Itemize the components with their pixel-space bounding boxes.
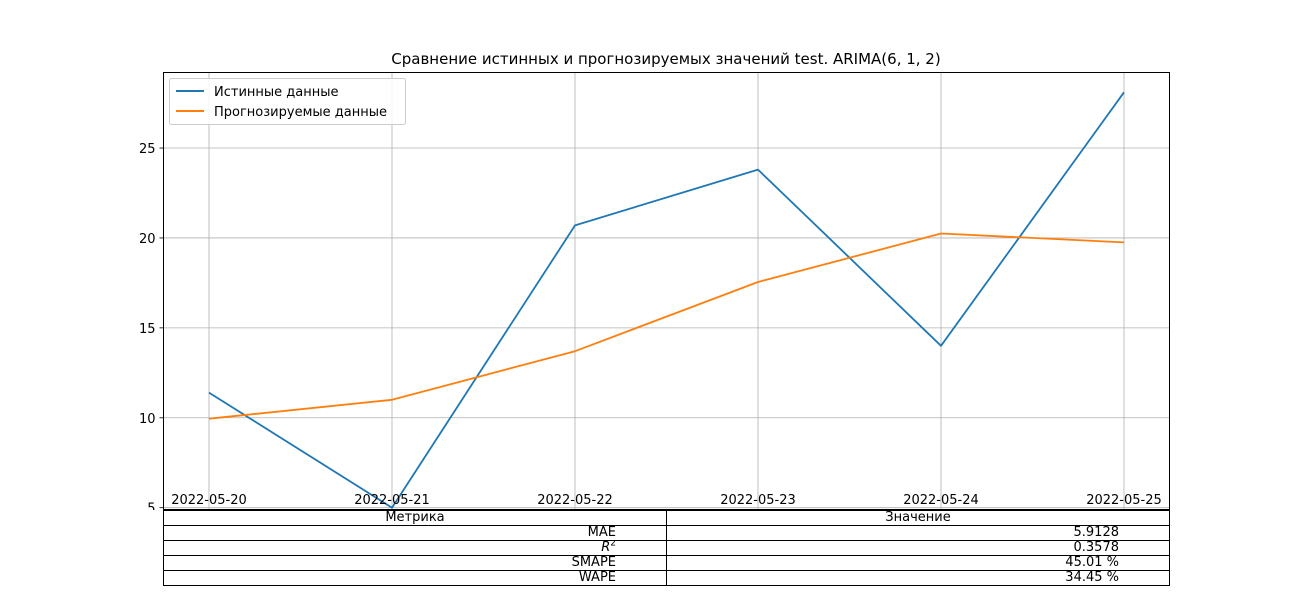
header-value: Значение	[666, 510, 1170, 526]
y-tick-label: 15	[139, 322, 156, 337]
metric-name: WAPE	[163, 570, 667, 586]
legend: Истинные данные Прогнозируемые данные	[169, 78, 406, 125]
metric-name: MAE	[163, 525, 667, 541]
x-tick-label: 2022-05-25	[1086, 493, 1162, 508]
metric-value: 0.3578	[666, 540, 1170, 556]
plot-frame	[163, 72, 1170, 510]
series-lines	[208, 91, 1125, 509]
x-axis: 2022-05-20 2022-05-21 2022-05-22 2022-05-23…	[171, 493, 1162, 510]
line-chart: Сравнение истинных и прогнозируемых знач…	[139, 50, 1170, 510]
y-tick-label: 20	[139, 232, 156, 247]
y-axis: 5 10 15 20 25	[139, 142, 164, 510]
chart-title: Сравнение истинных и прогнозируемых знач…	[391, 50, 940, 68]
metric-value: 5.9128	[666, 525, 1170, 541]
x-tick-label: 2022-05-23	[720, 493, 796, 508]
x-tick-label: 2022-05-20	[171, 493, 247, 508]
legend-label-forecast: Прогнозируемые данные	[214, 105, 387, 120]
legend-label-true: Истинные данные	[214, 85, 339, 100]
header-metric: Метрика	[163, 510, 667, 526]
legend-box	[169, 78, 406, 125]
series-line-forecast	[208, 232, 1125, 420]
table-row: WAPE 34.45 %	[163, 570, 1170, 586]
table-row: R2 0.3578	[163, 540, 1170, 556]
metrics-table: Метрика Значение MAE 5.9128 R2 0.3578 SM…	[163, 510, 1170, 586]
metric-name: SMAPE	[163, 555, 667, 571]
x-tick-label: 2022-05-21	[354, 493, 430, 508]
metric-r-letter: R	[601, 540, 611, 555]
y-tick-label: 25	[139, 142, 156, 157]
x-tick-label: 2022-05-24	[903, 493, 979, 508]
metric-name: R2	[163, 540, 667, 556]
series-line-true	[208, 91, 1125, 509]
table-row: SMAPE 45.01 %	[163, 555, 1170, 571]
metric-value: 45.01 %	[666, 555, 1170, 571]
grid	[163, 72, 1170, 510]
metric-value: 34.45 %	[666, 570, 1170, 586]
y-tick-label: 5	[147, 502, 155, 510]
table-header-row: Метрика Значение	[163, 510, 1170, 526]
table-row: MAE 5.9128	[163, 525, 1170, 541]
y-tick-label: 10	[139, 412, 156, 427]
metric-r-exponent: 2	[610, 540, 616, 549]
x-tick-label: 2022-05-22	[537, 493, 613, 508]
